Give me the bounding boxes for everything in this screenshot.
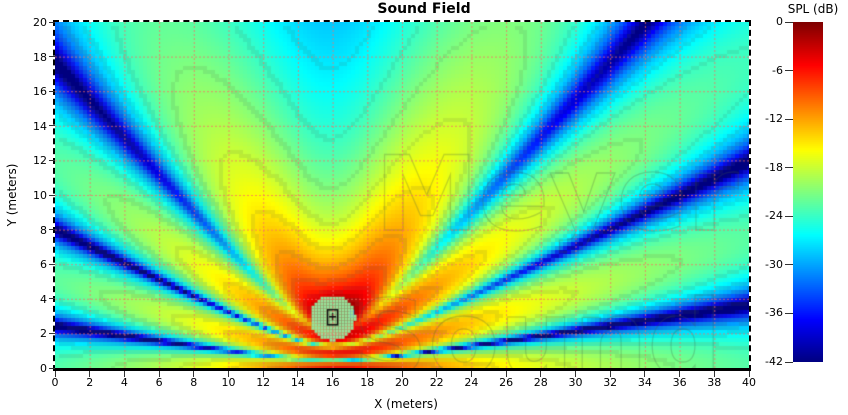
y-tick-mark [49,263,55,265]
x-tick-mark [644,371,646,377]
plot-border [53,20,751,371]
x-tick-label: 0 [51,376,59,389]
x-tick-mark [575,371,576,377]
y-tick-mark [49,229,55,231]
x-tick-label: 20 [395,376,409,389]
x-tick-mark [89,371,91,377]
colorbar-tick-label: -24 [765,209,783,223]
colorbar-tick-mark [785,215,793,217]
x-tick-mark [401,371,403,377]
x-tick-label: 38 [707,376,722,389]
x-tick-label: 14 [290,376,305,389]
colorbar-tick-label: -42 [765,355,783,368]
y-tick-label: 14 [33,119,47,133]
x-tick-mark [505,371,507,377]
x-tick-label: 34 [637,376,652,389]
y-tick-mark [49,21,55,23]
x-tick-label: 8 [190,376,198,389]
colorbar-label: SPL (dB) [787,2,839,16]
y-tick-label: 4 [40,292,47,306]
loudspeaker-marker[interactable] [310,296,356,342]
x-tick-label: 28 [533,376,548,389]
colorbar-tick-mark [785,361,793,363]
x-tick-label: 12 [256,376,271,389]
colorbar-tick-label: 0 [776,15,783,28]
x-tick-label: 32 [603,376,618,389]
colorbar-tick-label: -18 [765,160,783,174]
y-tick-mark [49,194,55,196]
y-tick-label: 0 [40,362,47,375]
x-tick-mark [540,371,542,377]
y-tick-mark [49,159,55,161]
x-tick-mark [297,371,299,377]
colorbar-tick-mark [785,70,793,72]
x-tick-mark [193,371,195,377]
y-tick-label: 20 [33,16,47,29]
x-tick-mark [262,371,264,377]
colorbar [793,22,823,362]
y-tick-mark [49,298,55,300]
x-tick-mark [713,371,715,377]
x-tick-label: 2 [86,376,94,389]
x-tick-mark [436,371,438,377]
x-axis-label: X (meters) [374,397,438,411]
x-tick-mark [158,371,160,377]
colorbar-tick-mark [785,264,793,266]
x-tick-mark [679,371,681,377]
sound-field-heatmap[interactable] [55,22,749,368]
x-tick-label: 18 [360,376,375,389]
x-tick-label: 26 [499,376,514,389]
colorbar-tick-mark [785,167,793,169]
x-tick-mark [609,371,611,377]
x-tick-label: 10 [221,376,236,389]
x-tick-mark [332,371,334,377]
colorbar-tick-mark [785,118,793,120]
x-tick-mark [470,371,472,377]
x-tick-label: 24 [464,376,479,389]
colorbar-tick-label: -6 [772,63,783,77]
chart-title: Sound Field [377,1,471,17]
y-tick-label: 18 [33,50,47,64]
y-tick-label: 16 [33,85,47,99]
y-tick-label: 8 [40,223,47,237]
x-tick-label: 4 [120,376,128,389]
colorbar-tick-label: -12 [765,112,783,126]
x-tick-mark [748,371,750,377]
y-tick-mark [49,90,55,92]
y-tick-mark [49,125,55,127]
x-tick-mark [228,371,229,377]
colorbar-tick-mark [785,21,793,23]
y-tick-mark [49,332,55,334]
x-tick-label: 22 [429,376,444,389]
x-tick-mark [123,371,125,377]
x-tick-label: 30 [568,376,583,389]
colorbar-tick-mark [785,312,793,314]
x-tick-label: 40 [742,376,756,389]
y-tick-mark [49,56,55,58]
x-tick-mark [366,371,368,377]
y-tick-mark [49,367,55,369]
x-tick-label: 16 [325,376,340,389]
colorbar-tick-label: -30 [765,257,783,271]
x-tick-mark [54,371,56,377]
y-tick-label: 12 [33,154,47,168]
y-tick-label: 10 [33,189,47,202]
x-tick-label: 6 [155,376,163,389]
colorbar-tick-label: -36 [765,306,783,320]
y-tick-label: 6 [40,258,47,272]
y-tick-label: 2 [40,327,47,341]
x-tick-label: 36 [672,376,687,389]
